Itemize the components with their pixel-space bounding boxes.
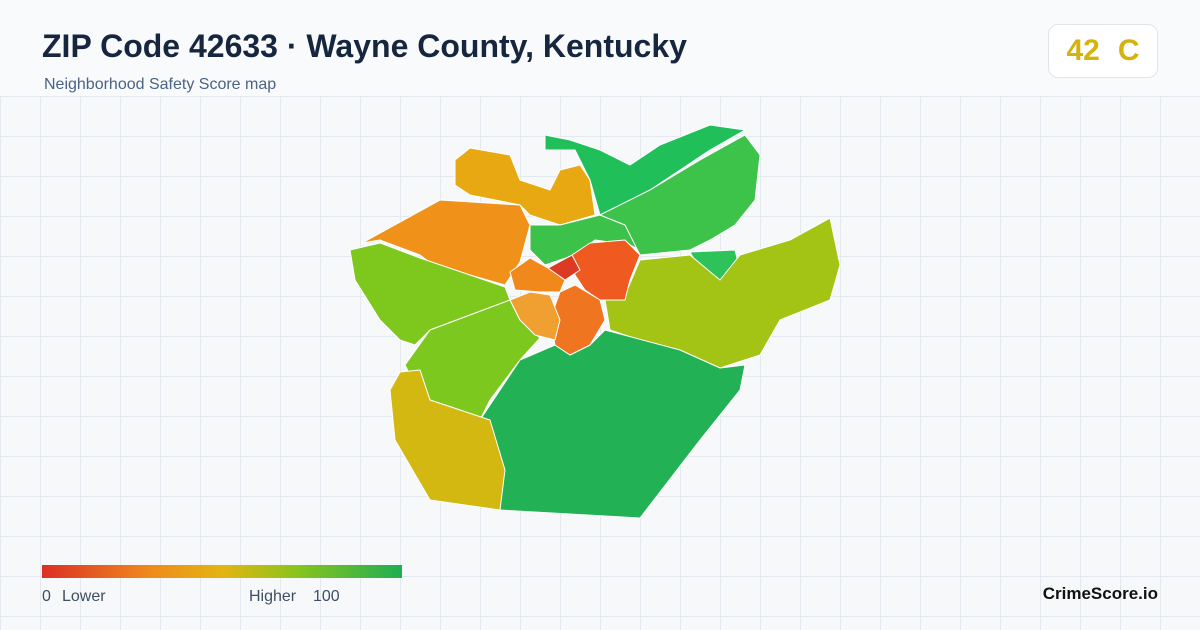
region xyxy=(547,254,581,281)
region xyxy=(599,134,761,256)
brand: CrimeScore.io xyxy=(1042,584,1158,603)
region xyxy=(509,291,561,341)
legend-min-label: Lower xyxy=(62,588,106,605)
region xyxy=(389,369,506,511)
legend-min: 0 xyxy=(42,588,51,605)
region xyxy=(361,199,531,286)
region xyxy=(509,257,566,293)
header xyxy=(0,0,1200,96)
region xyxy=(571,239,641,301)
title: ZIP Code 42633 · Wayne County, Kentucky xyxy=(42,28,687,64)
region xyxy=(544,124,746,216)
score-badge: 42 C xyxy=(1048,24,1158,78)
subtitle: Neighborhood Safety Score map xyxy=(44,76,277,93)
legend-max-label: Higher xyxy=(249,588,297,605)
grade: C xyxy=(1117,34,1140,67)
legend-max: 100 xyxy=(313,588,340,605)
score: 42 xyxy=(1066,34,1100,67)
legend-bar xyxy=(42,565,402,578)
